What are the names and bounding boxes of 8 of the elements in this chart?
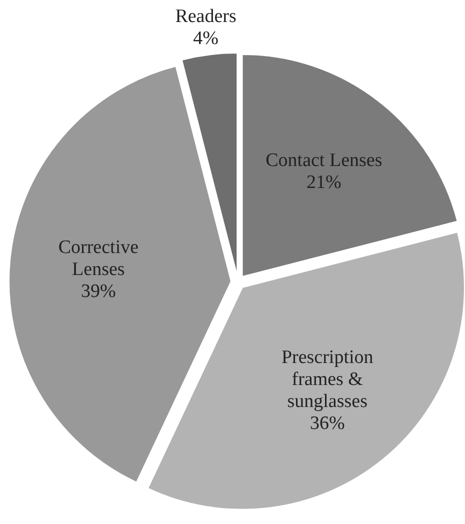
data-label: 36% xyxy=(310,413,345,434)
slice-label: Contact Lenses xyxy=(266,150,382,172)
slice-label: Prescription frames & sunglasses xyxy=(281,347,374,412)
data-label: 21% xyxy=(306,172,342,194)
slice-label: Corrective Lenses xyxy=(58,236,139,280)
slice-label: Readers xyxy=(175,6,236,28)
data-label: 39% xyxy=(81,280,116,302)
data-label: 4% xyxy=(193,28,219,50)
